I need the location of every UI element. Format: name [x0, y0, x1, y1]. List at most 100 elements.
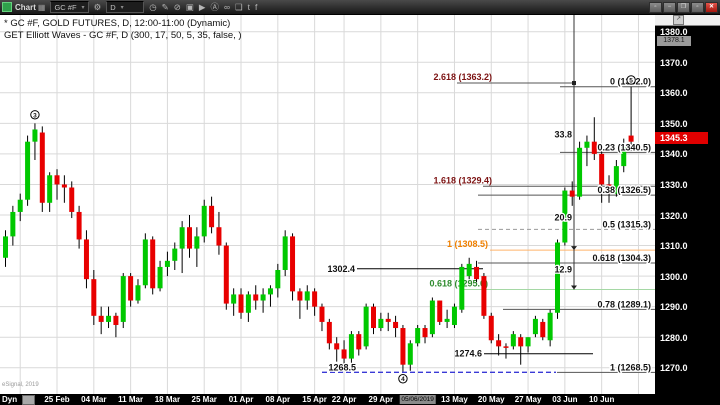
fib-retracement-label: 1 (1268.5): [610, 362, 651, 372]
candle: [371, 303, 376, 335]
candle: [562, 187, 568, 246]
candle: [39, 126, 45, 212]
candle: [76, 205, 82, 249]
price-tick: 1270.0: [660, 363, 688, 374]
candle-body: [628, 135, 634, 142]
candle-body: [164, 260, 170, 267]
wave-number: 3: [33, 112, 37, 119]
selected-date-badge: 05/06/2019: [399, 395, 436, 404]
interval-clock-icon[interactable]: ◷: [149, 2, 157, 12]
price-axis[interactable]: ↗ 1345.3 1378.1 1380.0 1370.0 1360.0 1350.0…: [655, 14, 720, 405]
toolbar: Chart ▦ GC #F ▾ ⚙ D ▾ ◷ ✎ ⊘ ▣ ▶ Ⓐ ∞ ❑ t f ▫ − ❐ ▫ ✕: [0, 0, 720, 15]
candle: [422, 324, 428, 344]
candle-body: [179, 227, 185, 249]
date-axis[interactable]: Dyn 05/06/2019 25 Feb 04 Mar 11 Mar 18 Mar 2…: [0, 394, 720, 405]
candlestick-chart[interactable]: 2.618 (1363.2) 1.618 (1329.4) 1 (1308.5) 0.…: [0, 14, 655, 394]
candle: [150, 236, 156, 295]
wave-number: 4: [401, 376, 405, 383]
date-tick: 01 Apr: [228, 395, 254, 404]
candle-body: [76, 211, 82, 240]
candle: [518, 334, 524, 365]
candle: [555, 239, 560, 319]
chart-grid-icon[interactable]: ▦: [37, 2, 46, 12]
snapshot-icon[interactable]: ▣: [185, 2, 194, 12]
candle: [356, 331, 362, 356]
candle-body: [385, 318, 391, 322]
candle-body: [584, 141, 590, 148]
price-axis-cap: ↗: [655, 14, 720, 26]
fib-retracement-label: 0.38 (1326.5): [597, 185, 651, 195]
window-button[interactable]: −: [663, 2, 676, 13]
wave-circle: [30, 110, 40, 120]
candle: [194, 227, 200, 267]
candle-body: [304, 291, 310, 301]
draw-pencil-icon[interactable]: ✎: [161, 2, 169, 12]
candle-body: [569, 190, 575, 197]
candle: [312, 288, 318, 316]
candle: [613, 160, 619, 197]
date-tick: 29 Apr: [368, 395, 394, 404]
candle-body: [474, 266, 480, 280]
date-tick: 25 Mar: [191, 395, 217, 404]
candle-body: [69, 187, 75, 212]
candle-body: [459, 266, 465, 310]
interval-select[interactable]: D ▾: [106, 1, 145, 13]
candle-body: [393, 321, 399, 329]
candle-body: [135, 285, 141, 301]
candle-body: [577, 147, 583, 197]
candle-body: [253, 294, 259, 301]
eraser-icon[interactable]: ⊘: [173, 2, 181, 12]
candle-body: [503, 346, 509, 348]
candle-body: [231, 294, 237, 304]
wave-number: 5: [629, 77, 633, 84]
measurement-value-label: 20.9: [554, 212, 572, 222]
candle: [540, 318, 546, 341]
facebook-share-icon[interactable]: f: [255, 2, 258, 12]
price-tick: 1330.0: [660, 179, 688, 190]
candle-body: [510, 334, 516, 347]
link-icon[interactable]: ∞: [223, 2, 231, 12]
candle-body: [591, 141, 597, 154]
candle: [326, 318, 332, 350]
wave-circle: [398, 374, 408, 384]
date-tick: 18 Mar: [154, 395, 181, 404]
annotation-icon[interactable]: Ⓐ: [210, 2, 219, 12]
window-button[interactable]: ▫: [649, 2, 662, 13]
chart-menu-label[interactable]: Chart: [15, 2, 36, 12]
gear-icon[interactable]: ⚙: [93, 2, 102, 12]
candle-body: [25, 141, 31, 200]
candle-body: [481, 276, 487, 316]
candle-body: [429, 300, 435, 335]
calendar-icon[interactable]: [22, 395, 35, 405]
date-tick: 22 Apr: [331, 395, 357, 404]
candle: [348, 331, 354, 368]
play-study-icon[interactable]: ▶: [198, 2, 206, 12]
chat-icon[interactable]: ❑: [235, 2, 243, 12]
window-button[interactable]: ❐: [677, 2, 690, 13]
candle: [179, 221, 185, 274]
dynamic-mode-label: Dyn: [2, 395, 18, 404]
candles-layer: [3, 86, 634, 373]
close-button[interactable]: ✕: [705, 2, 718, 13]
window-button[interactable]: ▫: [691, 2, 704, 13]
candle: [459, 263, 465, 313]
candle-body: [113, 315, 119, 325]
candle: [223, 242, 229, 310]
candle-body: [106, 315, 112, 322]
candle: [142, 233, 148, 289]
price-tick: 1360.0: [660, 88, 688, 99]
current-price-badge: 1345.3: [655, 131, 708, 144]
candle: [584, 135, 590, 167]
twitter-share-icon[interactable]: t: [247, 2, 251, 12]
candle: [437, 300, 443, 325]
price-tick: 1290.0: [660, 302, 688, 313]
date-tick: 08 Apr: [265, 395, 291, 404]
date-tick: 20 May: [477, 395, 505, 404]
symbol-select[interactable]: GC #F ▾: [50, 1, 89, 13]
candle: [172, 242, 178, 270]
popout-icon[interactable]: ↗: [673, 15, 684, 25]
chevron-down-icon: ▾: [81, 4, 85, 11]
price-tick: 1370.0: [660, 57, 688, 68]
fib-extension-label: 2.618 (1363.2): [433, 72, 492, 82]
candle-body: [39, 132, 45, 203]
